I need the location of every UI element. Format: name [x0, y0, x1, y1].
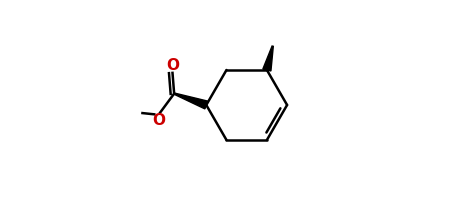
- Text: O: O: [166, 58, 179, 72]
- Polygon shape: [263, 46, 273, 71]
- Text: O: O: [153, 113, 166, 128]
- Polygon shape: [174, 93, 207, 109]
